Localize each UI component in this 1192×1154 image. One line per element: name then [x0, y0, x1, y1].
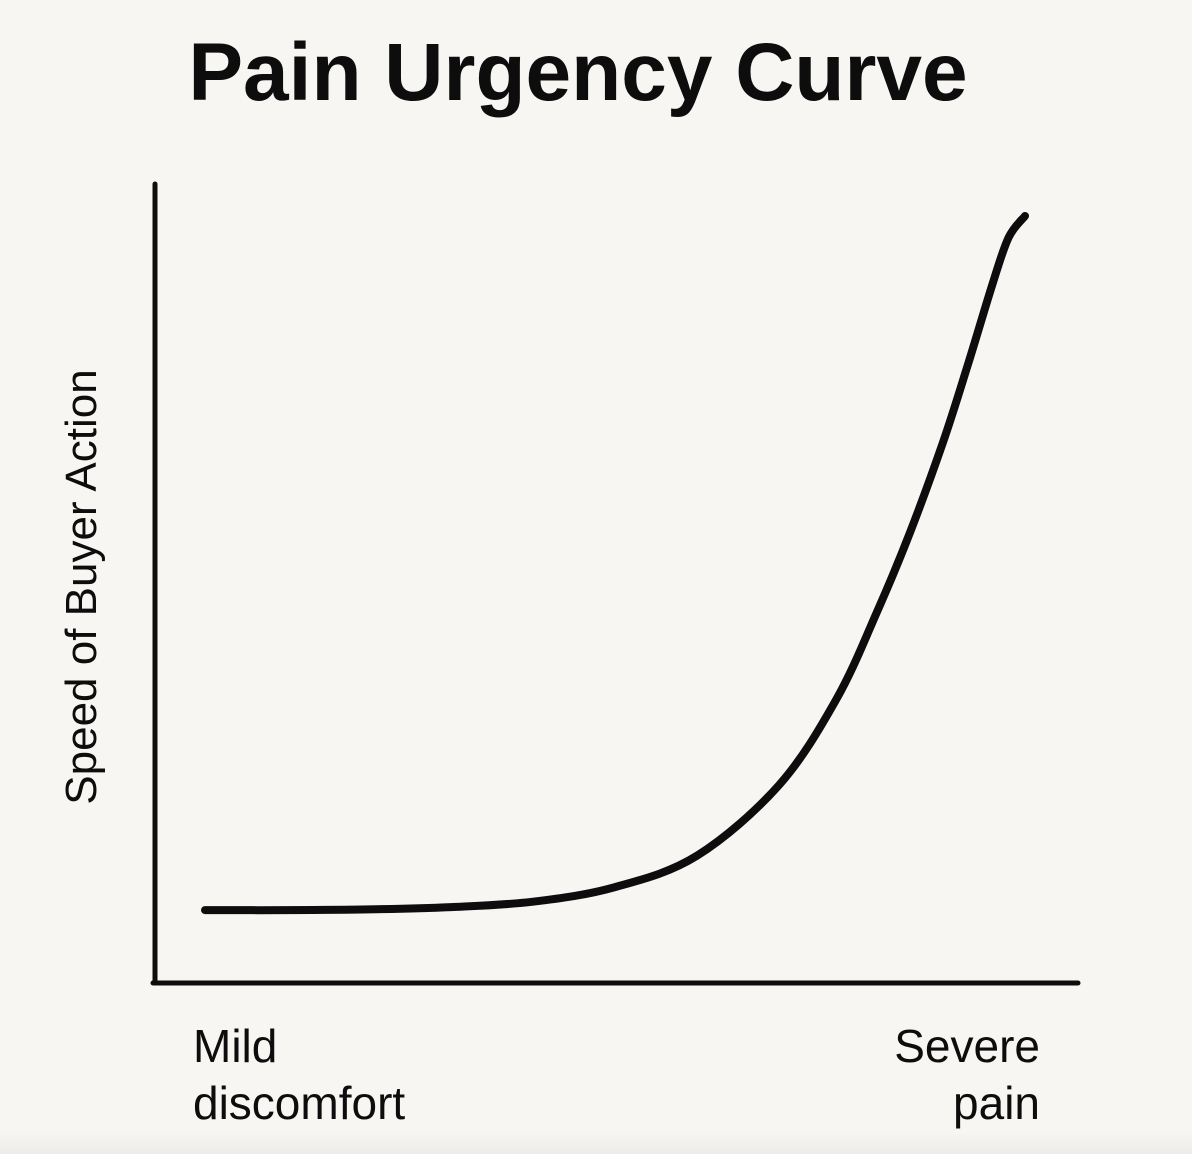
y-axis-label: Speed of Buyer Action [57, 369, 106, 804]
x-tick-label-right: Severe pain [894, 1020, 1040, 1129]
bottom-shadow [0, 1132, 1192, 1154]
x-tick-label-left-line2: discomfort [193, 1077, 405, 1129]
x-tick-label-right-line2: pain [953, 1077, 1040, 1129]
x-tick-label-right-line1: Severe [894, 1020, 1040, 1072]
chart-title: Pain Urgency Curve [188, 27, 967, 118]
x-tick-label-left: Mild discomfort [193, 1020, 405, 1129]
x-tick-label-left-line1: Mild [193, 1020, 277, 1072]
urgency-curve-line [201, 212, 1029, 915]
